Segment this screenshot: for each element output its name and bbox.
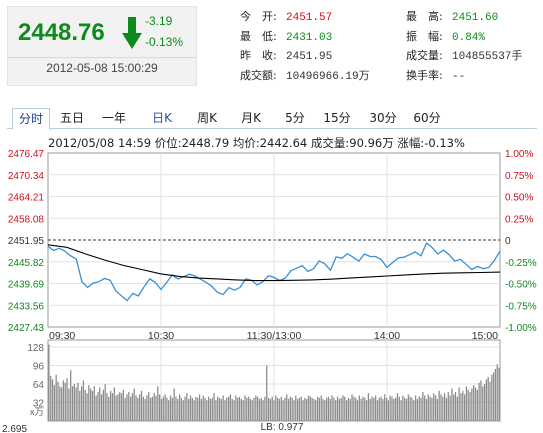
y-right-tick-label: 0.75%	[505, 171, 533, 182]
volume-unit-label: x万	[30, 407, 44, 418]
stat-label: 昨 收:	[240, 49, 277, 62]
volume-tick-label: 64	[33, 380, 45, 391]
x-tick-label: 11:30/13:00	[247, 330, 302, 342]
tab-five-day[interactable]: 五日	[59, 111, 84, 125]
stat-value: 104855537手	[452, 51, 523, 63]
y-right-tick-label: -1.00%	[505, 323, 537, 334]
tab-intraday[interactable]: 分时	[12, 108, 50, 130]
tab-5min[interactable]: 5分	[285, 111, 305, 125]
quote-datetime: 2012-05-08 15:00:29	[46, 61, 158, 75]
stat-volume: 成交量: 104855537手	[406, 47, 522, 67]
y-left-tick-label: 2458.08	[8, 214, 45, 225]
average-price-line	[47, 244, 501, 282]
quote-panel: 2448.76 -3.19 -0.13% 2012-05-08 15:00:29	[7, 6, 197, 86]
tab-30min[interactable]: 30分	[369, 111, 397, 125]
y-left-tick-label: 2464.21	[8, 193, 45, 204]
price-series-line	[47, 241, 501, 302]
tab-one-year[interactable]: 一年	[101, 111, 126, 125]
volume-min-label: 2.695	[2, 424, 27, 433]
volume-tick-label: 32	[33, 398, 45, 409]
chart-period-tabs: 分时 五日 一年 日K 周K 月K 5分 15分 30分 60分	[7, 108, 537, 130]
stat-label: 成交量:	[406, 49, 443, 62]
stat-value: --	[452, 70, 466, 83]
y-left-tick-label: 2451.95	[8, 236, 45, 247]
y-right-tick-label: -0.75%	[505, 301, 537, 312]
stat-label: 最 低:	[240, 29, 277, 43]
stat-label: 最 高:	[406, 10, 443, 23]
y-left-tick-label: 2476.47	[8, 149, 45, 160]
y-right-tick-label: 0.50%	[505, 193, 533, 204]
tab-15min[interactable]: 15分	[323, 111, 351, 125]
stat-turnover-rate: 换手率: --	[406, 67, 522, 87]
stat-value: 10496966.19万	[286, 70, 370, 83]
stat-value: 2451.57	[286, 12, 333, 24]
x-tick-label: 14:00	[374, 330, 400, 342]
stat-turnover: 成交额: 10496966.19万	[240, 67, 370, 87]
quote-divider	[8, 57, 196, 58]
stat-label: 振 幅:	[406, 29, 443, 43]
x-tick-label: 15:00	[472, 330, 498, 342]
x-tick-label: 09:30	[49, 330, 75, 342]
stat-prev-close: 昨 收: 2451.95	[240, 47, 370, 67]
x-tick-label: 10:30	[148, 330, 174, 342]
stats-col-2: 最 高: 2451.60 振 幅: 0.84% 成交量: 104855537手 换手率…	[406, 8, 522, 86]
intraday-chart[interactable]: 2476.47 1.00% 2470.34 0.75% 2464.21 0.50% 2458…	[0, 145, 543, 433]
y-right-tick-label: 1.00%	[505, 149, 533, 160]
y-right-tick-label: 0	[505, 236, 511, 247]
price-change: -3.19	[145, 14, 173, 28]
tab-60min[interactable]: 60分	[413, 111, 441, 125]
stat-label: 换手率:	[406, 68, 443, 82]
down-arrow-icon	[122, 17, 142, 49]
y-right-tick-label: -0.25%	[505, 258, 537, 269]
stat-label: 成交额:	[240, 68, 277, 82]
cursor-info-bar: 2012/05/08 14:59 价位:2448.79 均价:2442.64 成…	[48, 136, 465, 150]
price-change-pct: -0.13%	[145, 35, 184, 49]
stat-value: 0.84%	[452, 31, 486, 44]
last-price: 2448.76	[18, 19, 105, 46]
y-right-tick-label: 0.25%	[505, 214, 533, 225]
y-left-tick-label: 2445.82	[8, 258, 45, 269]
tab-monthly-k[interactable]: 月K	[241, 111, 261, 125]
tab-weekly-k[interactable]: 周K	[197, 111, 217, 125]
stat-value: 2451.95	[286, 51, 333, 63]
tab-daily-k[interactable]: 日K	[152, 111, 172, 125]
y-left-tick-label: 2427.43	[8, 323, 45, 334]
stat-amplitude: 振 幅: 0.84%	[406, 28, 522, 48]
stats-col-1: 今 开: 2451.57 最 低: 2431.03 昨 收: 2451.95 成交额:…	[240, 8, 370, 86]
stat-value: 2451.60	[452, 12, 499, 24]
y-left-tick-label: 2470.34	[8, 171, 45, 182]
stat-label: 今 开:	[240, 10, 277, 23]
y-right-tick-label: -0.50%	[505, 280, 537, 291]
y-left-tick-label: 2439.69	[8, 280, 45, 291]
volume-tick-label: 96	[33, 361, 45, 372]
stat-value: 2431.03	[286, 31, 333, 44]
y-left-tick-label: 2433.56	[8, 301, 45, 312]
stat-open: 今 开: 2451.57	[240, 8, 370, 28]
volume-lb-label: LB: 0.977	[261, 422, 304, 433]
stat-low: 最 低: 2431.03	[240, 28, 370, 48]
stat-high: 最 高: 2451.60	[406, 8, 522, 28]
volume-tick-label: 128	[27, 343, 44, 354]
